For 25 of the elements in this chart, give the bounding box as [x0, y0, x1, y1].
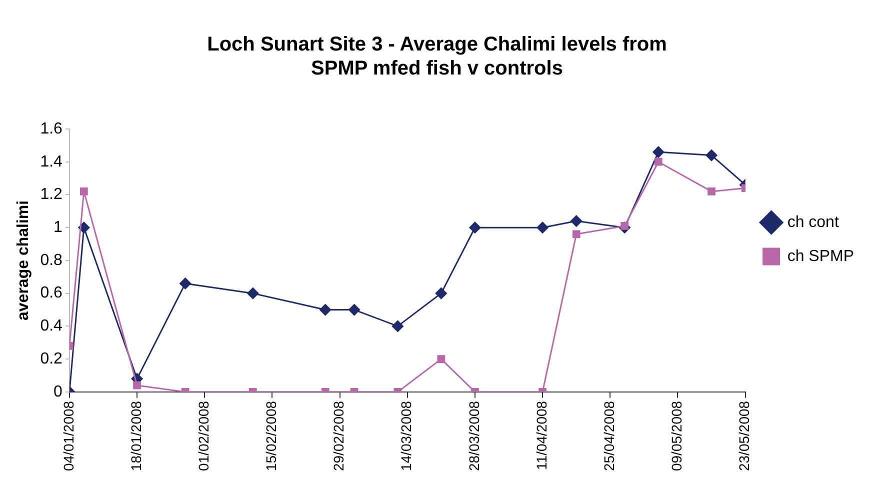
y-axis-title: average chalimi: [15, 200, 32, 321]
x-tick-label: 09/05/2008: [668, 400, 685, 472]
x-tick-label: 28/03/2008: [466, 400, 482, 472]
y-tick-label: 1.4: [40, 153, 63, 170]
y-tick-label: 1.6: [40, 120, 63, 138]
y-tick-label: 0.4: [40, 318, 63, 335]
legend-label: ch cont: [787, 214, 840, 231]
text: Loch Sunart Site 3 - Average Chalimi levels from: [207, 34, 667, 56]
y-tick-label: 0.8: [40, 252, 63, 269]
text: SPMP mfed fish v controls: [311, 58, 563, 80]
y-tick-label: 0.2: [40, 350, 63, 368]
x-tick-label: 18/01/2008: [128, 400, 144, 472]
x-tick-label: 15/02/2008: [263, 400, 280, 472]
x-tick-label: 04/01/2008: [60, 400, 76, 472]
y-tick-label: 1.2: [40, 186, 63, 204]
legend-label: ch SPMP: [787, 248, 854, 265]
y-tick-label: 0: [54, 383, 63, 400]
y-tick-label: 1: [54, 219, 63, 236]
x-tick-label: 11/04/2008: [533, 400, 550, 470]
x-tick-label: 14/03/2008: [398, 400, 414, 472]
x-tick-label: 29/02/2008: [330, 400, 347, 472]
x-tick-label: 23/05/2008: [736, 400, 752, 472]
x-tick-label: 25/04/2008: [601, 400, 617, 472]
x-tick-label: 01/02/2008: [195, 400, 212, 472]
y-tick-label: 0.6: [40, 284, 63, 302]
